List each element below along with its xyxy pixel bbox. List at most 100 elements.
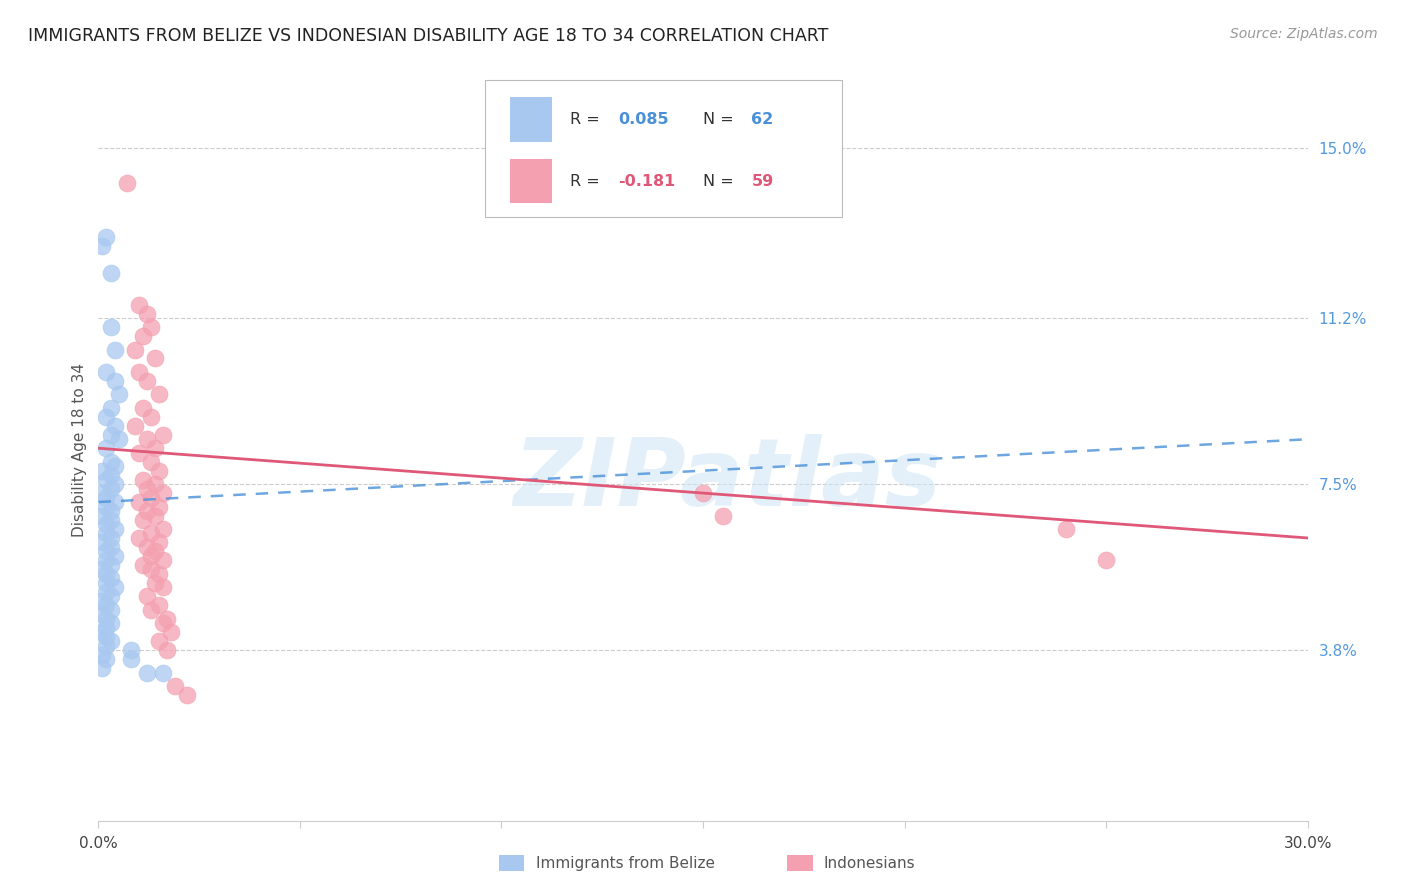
- Point: [100, 616, 122, 631]
- Y-axis label: Disability Age 18 to 34: Disability Age 18 to 34: [72, 363, 87, 538]
- Point: [128, 298, 150, 312]
- Point: [128, 495, 150, 509]
- Point: [132, 329, 155, 343]
- Point: [103, 374, 125, 388]
- Point: [163, 679, 186, 693]
- Point: [1095, 553, 1118, 567]
- Point: [143, 575, 166, 590]
- Point: [96, 652, 118, 666]
- Point: [139, 562, 162, 576]
- Point: [143, 544, 166, 558]
- Point: [91, 594, 114, 608]
- Point: [152, 427, 174, 442]
- Point: [96, 621, 118, 635]
- Point: [96, 526, 118, 541]
- Point: [143, 441, 166, 455]
- Text: IMMIGRANTS FROM BELIZE VS INDONESIAN DISABILITY AGE 18 TO 34 CORRELATION CHART: IMMIGRANTS FROM BELIZE VS INDONESIAN DIS…: [28, 27, 828, 45]
- Point: [96, 500, 118, 514]
- Point: [96, 566, 118, 581]
- Point: [139, 409, 162, 424]
- Point: [91, 464, 114, 478]
- FancyBboxPatch shape: [485, 80, 842, 218]
- Point: [135, 307, 157, 321]
- Point: [96, 630, 118, 644]
- Point: [139, 455, 162, 469]
- Point: [103, 459, 125, 474]
- Point: [100, 468, 122, 483]
- Point: [148, 634, 170, 648]
- Point: [96, 575, 118, 590]
- Point: [96, 584, 118, 599]
- Point: [135, 482, 157, 496]
- Point: [132, 473, 155, 487]
- Point: [139, 526, 162, 541]
- Point: [124, 343, 146, 357]
- Point: [152, 616, 174, 631]
- Text: Indonesians: Indonesians: [824, 856, 915, 871]
- Point: [107, 432, 129, 446]
- Point: [100, 603, 122, 617]
- Point: [96, 553, 118, 567]
- FancyBboxPatch shape: [509, 97, 551, 142]
- Point: [96, 230, 118, 244]
- Point: [152, 553, 174, 567]
- Point: [124, 418, 146, 433]
- Point: [100, 558, 122, 572]
- Point: [91, 648, 114, 662]
- Point: [156, 612, 179, 626]
- Point: [103, 477, 125, 491]
- Point: [100, 320, 122, 334]
- Point: [103, 343, 125, 357]
- Point: [100, 401, 122, 415]
- Point: [100, 531, 122, 545]
- Point: [100, 482, 122, 496]
- Point: [176, 688, 198, 702]
- Text: 0.085: 0.085: [619, 112, 669, 128]
- Point: [148, 387, 170, 401]
- Point: [120, 652, 142, 666]
- Point: [100, 540, 122, 554]
- Point: [135, 589, 157, 603]
- Text: 59: 59: [751, 174, 773, 188]
- Point: [143, 477, 166, 491]
- Point: [100, 513, 122, 527]
- Point: [100, 504, 122, 518]
- Text: -0.181: -0.181: [619, 174, 676, 188]
- Point: [135, 540, 157, 554]
- Point: [135, 504, 157, 518]
- Point: [100, 266, 122, 280]
- Point: [128, 365, 150, 379]
- Text: R =: R =: [569, 174, 605, 188]
- Point: [96, 473, 118, 487]
- Text: Immigrants from Belize: Immigrants from Belize: [536, 856, 714, 871]
- Point: [128, 446, 150, 460]
- Point: [148, 500, 170, 514]
- Text: N =: N =: [703, 174, 740, 188]
- Point: [96, 639, 118, 653]
- Point: [152, 580, 174, 594]
- FancyBboxPatch shape: [509, 159, 551, 203]
- Point: [91, 508, 114, 523]
- Point: [103, 522, 125, 536]
- Point: [100, 634, 122, 648]
- Point: [132, 558, 155, 572]
- Point: [139, 549, 162, 563]
- Text: N =: N =: [703, 112, 740, 128]
- Point: [135, 374, 157, 388]
- Text: Source: ZipAtlas.com: Source: ZipAtlas.com: [1230, 27, 1378, 41]
- Point: [103, 580, 125, 594]
- Point: [96, 491, 118, 505]
- Point: [128, 531, 150, 545]
- Point: [120, 643, 142, 657]
- Point: [132, 513, 155, 527]
- Point: [96, 544, 118, 558]
- Point: [103, 418, 125, 433]
- Point: [91, 239, 114, 253]
- Point: [148, 566, 170, 581]
- Point: [100, 589, 122, 603]
- Point: [135, 432, 157, 446]
- Point: [100, 427, 122, 442]
- Point: [132, 401, 155, 415]
- Point: [148, 599, 170, 613]
- Point: [91, 562, 114, 576]
